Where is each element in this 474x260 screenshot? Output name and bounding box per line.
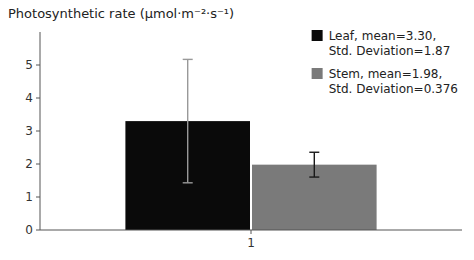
y-tick [36, 164, 40, 165]
legend-swatch [312, 68, 323, 79]
legend-label-line: Std. Deviation=1.87 [329, 44, 451, 58]
legend-label: Stem, mean=1.98,Std. Deviation=0.376 [329, 67, 458, 96]
y-tick [36, 98, 40, 99]
y-tick [36, 230, 40, 231]
y-tick-label: 4 [25, 91, 33, 105]
y-tick-label: 0 [25, 223, 33, 237]
x-tick-label: 1 [247, 236, 255, 250]
legend-label-line: Std. Deviation=0.376 [329, 82, 458, 96]
y-tick [36, 65, 40, 66]
chart: Photosynthetic rate (μmol·m⁻²·s⁻¹) 1 0 1 2 3 4… [0, 0, 474, 260]
error-cap [183, 182, 193, 183]
y-tick-label: 2 [25, 157, 33, 171]
y-tick-label: 1 [25, 190, 33, 204]
x-tick [251, 230, 252, 234]
title: Photosynthetic rate (μmol·m⁻²·s⁻¹) [8, 6, 234, 21]
legend-label: Leaf, mean=3.30,Std. Deviation=1.87 [329, 29, 451, 58]
y-tick-label: 5 [25, 58, 33, 72]
y-tick [36, 197, 40, 198]
x-axis-line [40, 230, 462, 231]
error-line [187, 59, 188, 182]
error-bar [309, 152, 319, 177]
error-cap [183, 59, 193, 60]
legend: Leaf, mean=3.30,Std. Deviation=1.87 Stem,… [312, 29, 458, 96]
error-line [314, 152, 315, 177]
y-tick [36, 131, 40, 132]
legend-label-line: Stem, mean=1.98, [329, 67, 443, 81]
legend-label-line: Leaf, mean=3.30, [329, 29, 437, 43]
chart-container: Photosynthetic rate (μmol·m⁻²·s⁻¹) 1 0 1 2 3 4… [0, 0, 474, 260]
error-cap [309, 176, 319, 177]
legend-swatch [312, 30, 323, 41]
error-bar [183, 59, 193, 182]
y-tick-label: 3 [25, 124, 33, 138]
error-cap [309, 152, 319, 153]
